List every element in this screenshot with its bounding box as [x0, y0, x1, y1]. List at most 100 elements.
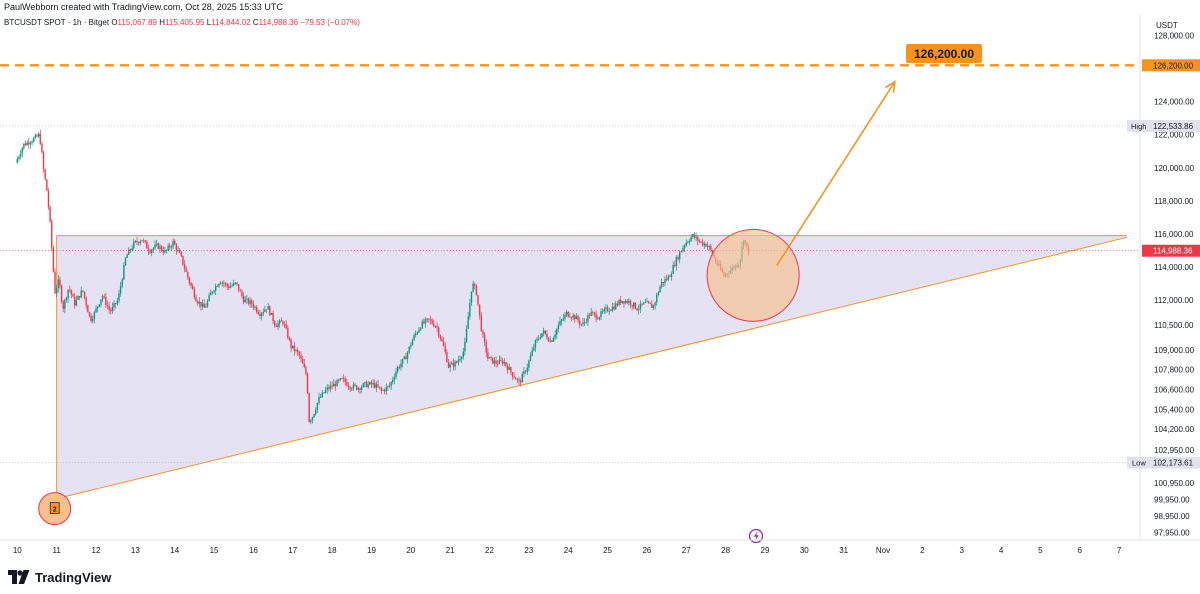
candle [416, 331, 419, 336]
symbol-title[interactable]: BTCUSDT SPOT · 1h · Bitget [4, 18, 110, 27]
lightning-icon[interactable] [748, 528, 764, 544]
candle [413, 332, 415, 342]
candle [196, 299, 199, 306]
candle [224, 281, 227, 288]
candle [177, 245, 179, 253]
candle [683, 244, 686, 252]
candle [403, 355, 405, 360]
candle [447, 358, 450, 369]
candle [287, 325, 289, 340]
candle-body [62, 301, 64, 309]
candle-body [646, 301, 648, 303]
candle-body [54, 271, 56, 294]
candle-body [600, 311, 602, 318]
candle-body [477, 295, 479, 305]
candle-body [124, 257, 127, 266]
candle [190, 282, 192, 289]
candle-body [252, 303, 255, 308]
candle [201, 299, 204, 311]
candle-body [356, 385, 358, 390]
candle-body [564, 314, 566, 319]
candle-body [656, 294, 658, 303]
candle-body [316, 403, 319, 411]
candle-body [265, 309, 268, 311]
candle [144, 239, 146, 244]
candle [378, 386, 381, 390]
candle-body [528, 360, 530, 368]
candle [693, 232, 696, 240]
candle-body [129, 249, 132, 251]
candle [580, 323, 583, 327]
candle [67, 289, 69, 303]
candle-body [295, 350, 297, 351]
candle [100, 299, 102, 308]
candle-body [267, 306, 269, 310]
time-tick-label: 21 [446, 546, 455, 555]
candle [449, 361, 451, 373]
candle [498, 355, 501, 365]
candle-body [618, 299, 620, 306]
candle-body [365, 382, 368, 388]
candle [183, 259, 186, 273]
candle-body [93, 312, 96, 319]
candle-body [572, 315, 574, 318]
candle-body [133, 241, 135, 249]
candle [283, 321, 286, 328]
candle-body [521, 373, 524, 383]
candle-body [18, 156, 20, 160]
low-price-label: Low [1132, 459, 1146, 468]
candle-body [96, 306, 99, 309]
candle [367, 381, 369, 390]
candle [518, 376, 520, 386]
candle [323, 392, 325, 394]
tradingview-logo-icon [8, 570, 30, 584]
open-value: 115,067.89 [117, 18, 157, 27]
candle-body [198, 301, 201, 304]
candle-body [429, 318, 432, 321]
tradingview-logo[interactable]: TradingView [8, 568, 111, 586]
candle-body [159, 246, 161, 249]
candle [234, 282, 237, 286]
candle [372, 379, 374, 388]
time-tick-label: 3 [959, 546, 964, 555]
price-tick-label: 114,000.00 [1154, 263, 1194, 272]
candle [636, 307, 638, 312]
candle-body [447, 362, 450, 368]
candle-body [421, 321, 423, 329]
candle [36, 133, 38, 138]
price-tick-label: 110,500.00 [1154, 321, 1194, 330]
candle [687, 240, 689, 244]
candle [570, 316, 573, 322]
candle [106, 300, 109, 310]
candle [490, 355, 492, 362]
candle [690, 234, 692, 243]
candle [400, 359, 402, 371]
candle-body [700, 241, 702, 243]
price-tick-label: 112,000.00 [1154, 296, 1194, 305]
candle [444, 342, 446, 355]
candle [39, 129, 41, 145]
candle-body [597, 318, 599, 320]
candle-body [260, 313, 263, 316]
candle-body [128, 249, 130, 255]
candle-body [160, 246, 163, 251]
candle-body [508, 367, 510, 370]
candle-body [582, 322, 584, 325]
candle-body [439, 335, 442, 339]
price-axis[interactable]: USDT 128,000.00 124,000.00 122,000.00 120,00… [1127, 14, 1200, 540]
time-axis[interactable]: 10 11 12 13 14 15 16 17 18 19 20 21 22 23 24 25 26 27 28 29… [0, 539, 1200, 555]
candle [362, 382, 364, 388]
candle-body [400, 363, 402, 368]
candle-body [562, 318, 564, 320]
candle [149, 248, 151, 255]
candle [59, 276, 61, 289]
candle [665, 274, 668, 282]
candle-body [583, 321, 586, 323]
candle [54, 268, 56, 295]
candles [16, 129, 750, 425]
candle-body [436, 326, 438, 328]
candle [513, 372, 515, 379]
candle-body [446, 351, 448, 363]
candle-body [590, 312, 592, 316]
